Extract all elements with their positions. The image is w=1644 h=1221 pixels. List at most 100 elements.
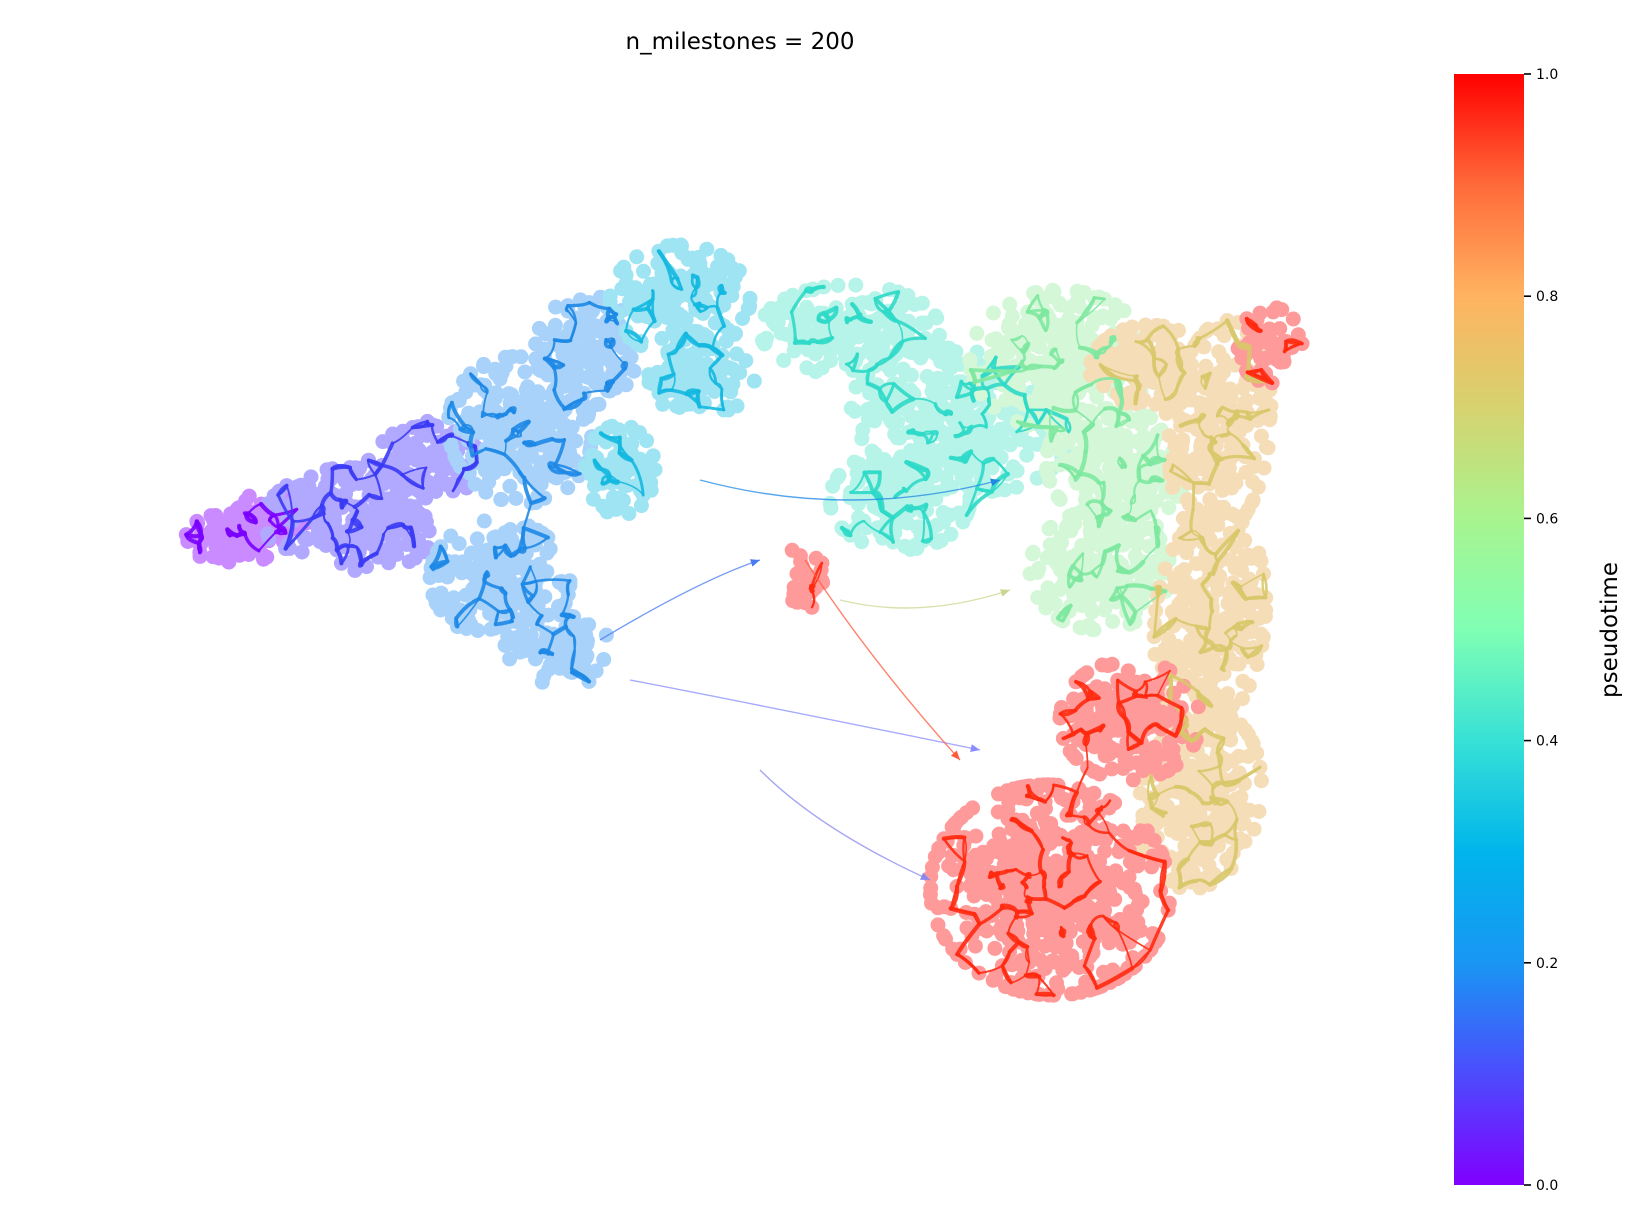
cell-point [621, 506, 637, 521]
cell-point [903, 408, 919, 424]
cell-point [1005, 981, 1021, 997]
cell-point [843, 400, 859, 416]
cell-point [531, 557, 547, 573]
cell-point [728, 326, 743, 341]
cell-point [895, 361, 911, 377]
cell-point [459, 621, 474, 636]
cell-point [518, 382, 534, 398]
cell-point [505, 349, 520, 365]
cell-point [447, 554, 463, 570]
cell-point [221, 554, 237, 570]
cell-point [493, 492, 509, 508]
cell-point [1270, 346, 1285, 362]
cell-point [626, 363, 642, 379]
cell-point [554, 375, 569, 391]
cell-point [873, 401, 889, 417]
cell-point [1251, 610, 1267, 626]
cell-point [1245, 493, 1261, 509]
cell-point [1194, 756, 1210, 771]
cell-point [665, 322, 681, 338]
cell-point [596, 652, 612, 667]
cell-point [641, 374, 657, 390]
cell-point [206, 513, 222, 528]
cell-point [997, 482, 1013, 498]
cell-point [968, 828, 984, 844]
cell-point [1096, 588, 1112, 603]
cell-point [469, 531, 485, 547]
cell-point [381, 555, 397, 571]
cell-point [1054, 534, 1070, 550]
cell-point [1134, 894, 1150, 909]
cell-point [1233, 789, 1249, 805]
cell-point [1165, 479, 1181, 495]
cell-point [643, 474, 659, 490]
cell-point [1202, 491, 1218, 507]
cell-point [1078, 483, 1094, 499]
cell-point [746, 373, 762, 389]
cell-point [588, 360, 604, 376]
cell-point [954, 469, 970, 485]
cell-point [1021, 435, 1036, 451]
cell-point [654, 330, 670, 346]
cell-point [418, 490, 434, 506]
cell-point [588, 397, 604, 413]
cell-point [972, 439, 987, 455]
cell-point [1054, 790, 1069, 806]
cell-point [615, 493, 631, 508]
cell-point [508, 560, 524, 576]
cell-point [464, 545, 479, 561]
cell-point [624, 436, 640, 452]
cell-point [568, 362, 584, 378]
cell-point [696, 327, 712, 342]
cell-point [470, 623, 486, 638]
cell-point [570, 346, 586, 362]
plot-area [178, 237, 1310, 1003]
cell-point [1240, 547, 1256, 563]
cell-point [482, 605, 498, 621]
cell-point [530, 361, 546, 377]
cell-point [205, 549, 221, 565]
cell-point [645, 448, 661, 464]
trajectory-edge [552, 366, 558, 392]
cell-point [317, 479, 333, 495]
cell-point [851, 329, 867, 345]
cell-point [544, 407, 559, 423]
cell-point [1227, 600, 1243, 616]
cell-point [626, 424, 642, 439]
cell-point [1239, 393, 1255, 409]
cell-point [865, 338, 881, 354]
cell-point [433, 585, 449, 601]
cell-point [1083, 528, 1099, 543]
cell-point [862, 385, 878, 401]
cell-point [1064, 347, 1080, 362]
cell-point [1244, 733, 1260, 749]
cell-point [548, 299, 564, 315]
cell-point [985, 305, 1001, 321]
cell-point [924, 859, 940, 875]
cell-point [618, 377, 634, 393]
cell-point [1285, 311, 1301, 327]
cell-point [1183, 381, 1199, 396]
cell-point [757, 336, 773, 351]
cell-point [1009, 479, 1024, 495]
cell-point [966, 888, 982, 904]
cell-point [568, 433, 584, 449]
cell-point [1025, 545, 1041, 561]
cell-point [939, 433, 955, 449]
cell-point [1231, 748, 1247, 764]
cell-point [1098, 734, 1114, 750]
cell-point [577, 458, 593, 474]
trajectory-edge [560, 613, 572, 619]
cell-point [1049, 975, 1064, 991]
cell-point [290, 486, 306, 502]
cell-point [1121, 434, 1136, 450]
cell-point [830, 324, 846, 340]
cell-point [505, 636, 521, 652]
cell-point [928, 308, 943, 324]
cell-point [557, 426, 573, 442]
cell-point [797, 595, 813, 611]
cell-point [537, 589, 553, 605]
cell-point [691, 249, 707, 265]
cell-point [222, 515, 238, 531]
